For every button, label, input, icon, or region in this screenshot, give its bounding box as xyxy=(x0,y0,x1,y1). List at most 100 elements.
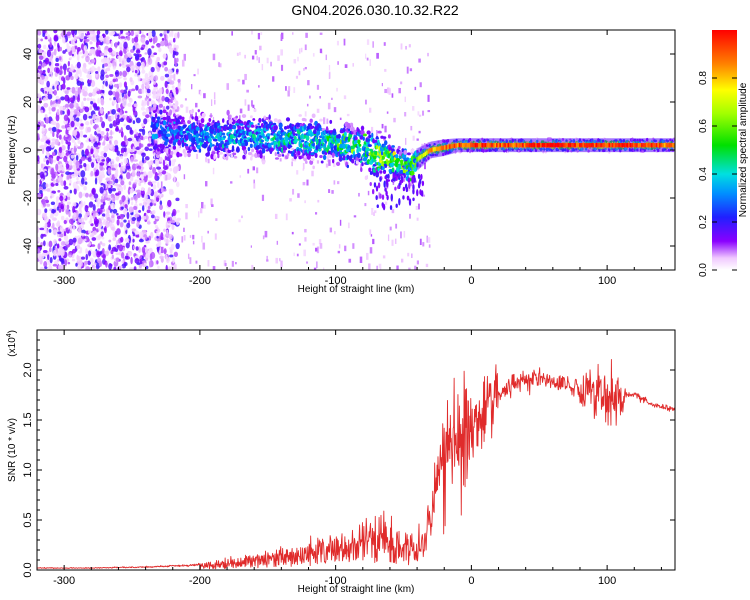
spectrogram-noise-cell xyxy=(85,39,90,42)
spectrogram-noise-cell xyxy=(174,57,176,65)
spectrogram-signal-cell xyxy=(158,103,164,108)
spectrogram-signal-cell xyxy=(237,125,241,130)
spectrogram-noise-cell xyxy=(174,47,177,51)
spectrogram-noise-cell xyxy=(337,181,340,185)
spectrogram-noise-cell xyxy=(56,243,60,249)
spectrogram-signal-cell xyxy=(299,143,303,148)
spectrogram-signal-cell xyxy=(235,115,239,119)
spectrogram-noise-cell xyxy=(239,115,241,122)
spectrogram-noise-cell xyxy=(251,30,254,35)
spectrogram-signal-cell xyxy=(225,145,229,149)
spectrogram-noise-cell xyxy=(373,212,375,217)
spectrogram-noise-cell xyxy=(125,138,129,147)
spectrogram-noise-cell xyxy=(99,162,105,166)
spectrogram-noise-cell xyxy=(73,145,77,154)
spectrogram-noise-cell xyxy=(304,111,307,117)
spectrogram-noise-cell xyxy=(149,253,153,261)
spectrogram-noise-cell xyxy=(183,227,185,232)
spectrogram-signal-cell xyxy=(226,109,230,116)
spectrogram-noise-cell xyxy=(236,52,239,56)
spectrogram-signal-cell xyxy=(251,154,254,157)
spectrogram-noise-cell xyxy=(148,137,152,144)
spectrogram-noise-cell xyxy=(328,64,331,71)
spectrogram-noise-cell xyxy=(254,50,257,55)
spectrogram-noise-cell xyxy=(425,263,429,268)
spectrogram-noise-cell xyxy=(147,181,153,186)
spectrogram-noise-cell xyxy=(120,236,124,243)
spectrogram-noise-cell xyxy=(410,125,413,131)
spectrogram-noise-cell xyxy=(88,242,92,246)
spectrogram-noise-cell xyxy=(73,108,79,115)
spectrogram-noise-cell xyxy=(338,244,341,249)
spectrogram-noise-cell xyxy=(251,55,255,60)
spectrogram-signal-cell xyxy=(222,135,226,139)
spectrogram-noise-cell xyxy=(333,163,336,167)
spectrogram-noise-cell xyxy=(40,38,44,42)
spectrogram-noise-cell xyxy=(291,161,293,167)
spectrogram-noise-cell xyxy=(293,252,295,257)
spectrogram-noise-cell xyxy=(71,86,76,94)
spectrogram-signal-cell xyxy=(247,147,251,152)
spectrogram-noise-cell xyxy=(337,61,339,65)
spectrogram-noise-cell xyxy=(112,60,115,67)
spectrogram-noise-cell xyxy=(302,168,305,171)
spectrogram-noise-cell xyxy=(80,170,86,178)
spectrogram-signal-cell xyxy=(197,115,203,119)
spectrogram-noise-cell xyxy=(75,262,78,267)
spectrogram-noise-cell xyxy=(67,96,70,104)
spectrogram-signal-cell xyxy=(228,119,233,125)
spectrogram-noise-cell xyxy=(370,126,374,133)
spectrogram-noise-cell xyxy=(145,250,149,254)
spectrogram-signal-cell xyxy=(192,140,196,145)
spectrogram-noise-cell xyxy=(134,69,138,74)
spectrogram-noise-cell xyxy=(94,150,99,159)
spectrogram-noise-cell xyxy=(64,103,70,108)
spectrogram-noise-cell xyxy=(61,166,65,172)
spectrogram-noise-cell xyxy=(210,99,213,106)
spectrogram-noise-cell xyxy=(105,128,110,132)
spectrogram-noise-cell xyxy=(144,72,149,80)
spectrogram-signal-cell xyxy=(335,161,341,166)
spectrogram-noise-cell xyxy=(47,34,51,40)
spectrogram-signal-cell xyxy=(159,143,163,149)
spectrogram-signal-cell xyxy=(154,143,158,148)
spectrogram-noise-cell xyxy=(137,88,143,95)
spectrogram-noise-cell xyxy=(133,159,138,162)
spectrogram-noise-cell xyxy=(138,181,142,187)
spectrogram-signal-cell xyxy=(329,119,333,124)
spectrogram-noise-cell xyxy=(88,250,92,257)
spectrogram-noise-cell xyxy=(90,101,94,105)
spectrogram-noise-cell xyxy=(151,45,155,49)
spectrogram-noise-cell xyxy=(172,166,178,174)
spectrogram-noise-cell xyxy=(253,183,256,189)
spectrogram-noise-cell xyxy=(133,153,136,160)
spectrogram-noise-cell xyxy=(87,78,92,85)
spectrogram-noise-cell xyxy=(328,159,331,166)
spectrogram-noise-cell xyxy=(231,31,233,36)
spectrogram-noise-cell xyxy=(368,263,371,270)
spectrogram-noise-cell xyxy=(62,63,67,71)
spectrogram-noise-cell xyxy=(246,89,249,93)
spectrogram-noise-cell xyxy=(125,256,130,260)
spectrogram-noise-cell xyxy=(98,211,101,215)
spectrogram-noise-cell xyxy=(74,30,78,36)
spectrogram-noise-cell xyxy=(112,78,117,83)
spectrogram-noise-cell xyxy=(62,50,66,54)
spectrogram-noise-cell xyxy=(99,164,104,171)
spectrogram-noise-cell xyxy=(44,114,48,118)
spectrogram-noise-cell xyxy=(147,143,151,147)
spectrogram-noise-cell xyxy=(157,265,160,270)
spectrogram-noise-cell xyxy=(223,260,227,266)
spectrogram-noise-cell xyxy=(105,261,108,268)
spectrogram-noise-cell xyxy=(110,129,113,136)
spectrogram-noise-cell xyxy=(244,54,247,59)
spectrogram-noise-cell xyxy=(412,135,415,141)
spectrogram-noise-cell xyxy=(315,247,318,252)
spectrogram-noise-cell xyxy=(165,174,168,181)
spectrogram-noise-cell xyxy=(144,156,150,161)
spectrogram-noise-cell xyxy=(376,265,378,270)
spectrogram-noise-cell xyxy=(78,206,82,212)
spectrogram-noise-cell xyxy=(428,244,431,248)
spectrogram-noise-cell xyxy=(318,239,322,245)
spectrogram-noise-cell xyxy=(69,189,73,194)
